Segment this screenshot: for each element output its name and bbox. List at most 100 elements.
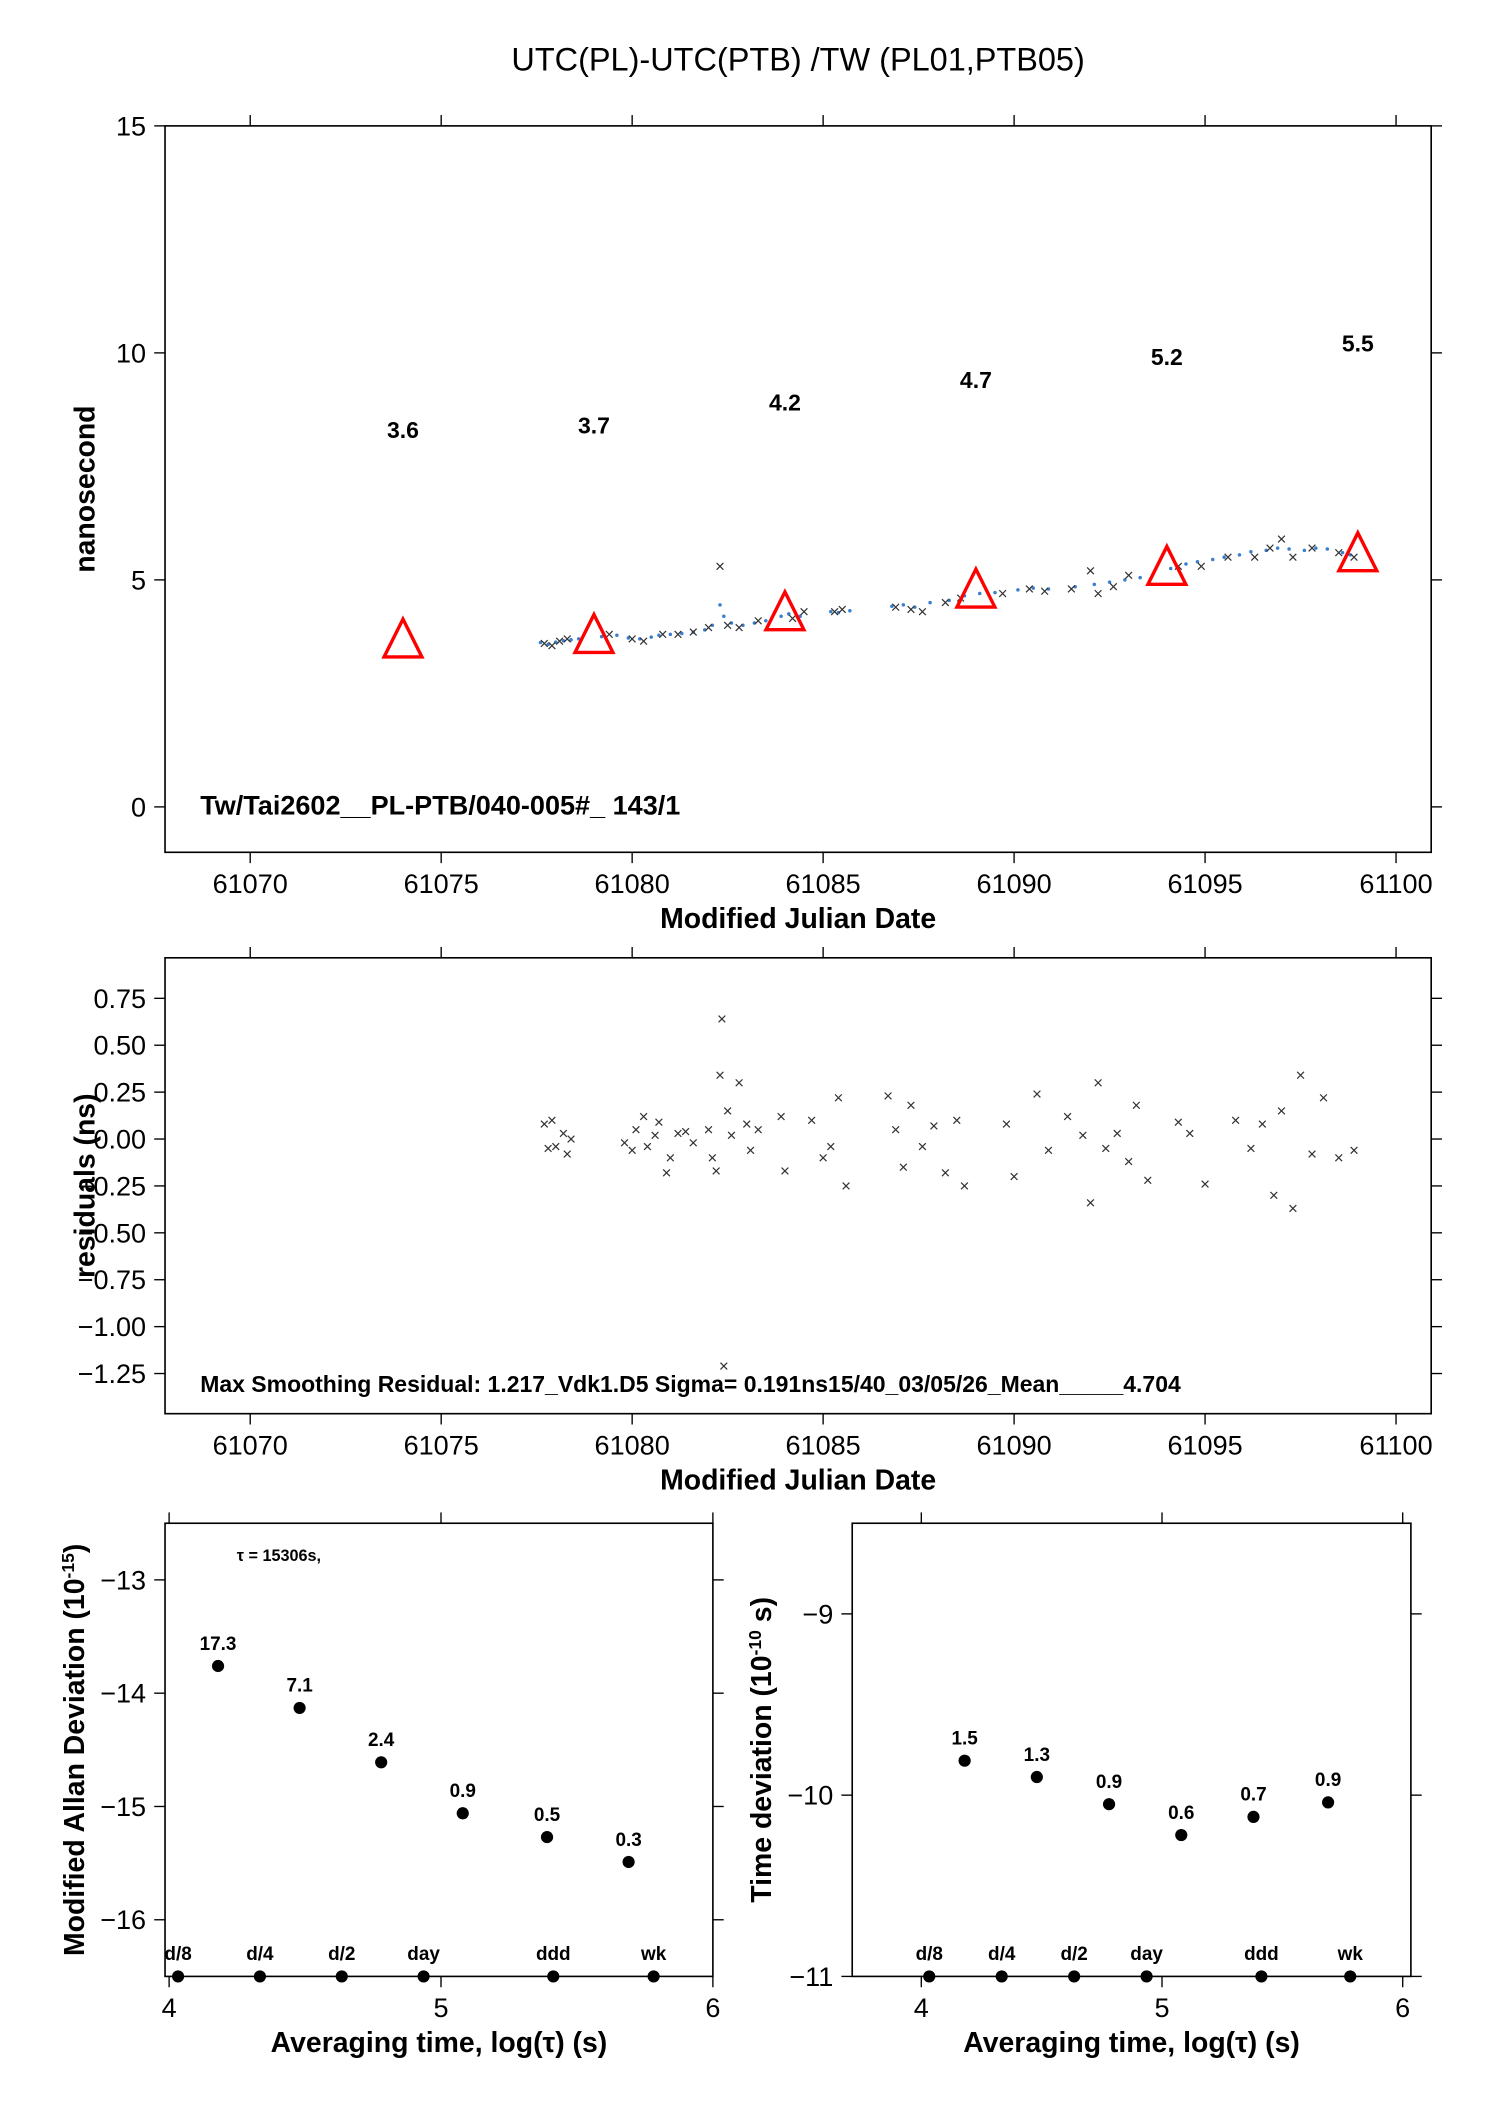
- data-point: [658, 630, 667, 639]
- data-point: [599, 634, 604, 639]
- x-tick-label: 61075: [404, 1430, 479, 1460]
- data-point: [563, 1150, 572, 1158]
- point-label: 0.9: [1315, 1770, 1341, 1791]
- data-point: [1031, 586, 1035, 590]
- data-point: [1325, 547, 1330, 551]
- data-point: [834, 1093, 843, 1102]
- data-point: [1124, 1157, 1133, 1166]
- data-point: [800, 607, 808, 616]
- point-label: 0.9: [1096, 1772, 1122, 1793]
- y-tick-label: −0.75: [78, 1265, 146, 1295]
- x-axis-title: Averaging time, log(τ) (s): [963, 2027, 1300, 2059]
- data-point: [253, 1970, 267, 1983]
- data-point: [1025, 585, 1034, 593]
- panel: UTC(PL)-UTC(PTB) /TW (PL01,PTB05) 61070 61…: [70, 41, 1443, 935]
- data-point: [1322, 1796, 1335, 1809]
- point-label: wk: [640, 1944, 667, 1965]
- data-point: [1067, 585, 1076, 593]
- data-point: [544, 1144, 552, 1153]
- x-tick-label: 61090: [976, 1430, 1051, 1460]
- data-point: [960, 1182, 969, 1190]
- panel: 61070 61075 61080 61085 61090 61095 61100 0.75 0…: [70, 946, 1443, 1496]
- data-point: [657, 633, 661, 638]
- y-axis-title-part: Time deviation (10: [746, 1656, 778, 1903]
- y-tick-label: 0.25: [93, 1078, 146, 1108]
- data-point: [907, 1101, 915, 1110]
- data-point: [1016, 588, 1020, 592]
- point-label: d/4: [246, 1944, 274, 1965]
- y-axis-title-part: s): [746, 1597, 778, 1630]
- data-point: [1185, 1129, 1194, 1138]
- annotation: Tw/Tai2602__PL-PTB/040-005#_ 143/1: [200, 790, 680, 820]
- data-point: [1063, 1112, 1072, 1121]
- data-point: [1247, 1810, 1260, 1823]
- point-label: 0.7: [1240, 1785, 1266, 1806]
- data-point: [1175, 1828, 1188, 1842]
- data-point: [1314, 546, 1318, 550]
- data-point: [628, 635, 636, 643]
- data-point: [674, 1129, 682, 1138]
- point-label: day: [1130, 1944, 1163, 1965]
- x-tick-label: 61100: [1359, 869, 1432, 899]
- data-point: [1145, 542, 1189, 587]
- data-point: [1255, 1970, 1268, 1983]
- data-point: [1302, 548, 1307, 553]
- point-label: d/8: [164, 1944, 191, 1965]
- data-point: [890, 604, 894, 608]
- data-point: [689, 1138, 698, 1147]
- data-point: [995, 1970, 1008, 1983]
- x-tick-label: 61080: [595, 1430, 670, 1460]
- point-label: d/4: [988, 1944, 1016, 1965]
- data-point: [689, 628, 698, 636]
- data-point: [781, 1167, 789, 1175]
- data-point: [746, 1146, 755, 1155]
- data-point: [538, 640, 543, 645]
- data-point: [1113, 1129, 1122, 1138]
- data-point: [548, 641, 556, 650]
- data-point: [666, 1153, 675, 1162]
- data-point: [1040, 587, 1049, 596]
- data-point: [907, 605, 915, 614]
- data-point: [928, 600, 932, 605]
- data-point: [622, 1855, 635, 1869]
- data-point: [381, 615, 425, 659]
- data-point: [605, 630, 614, 639]
- value-label: 3.7: [578, 412, 610, 438]
- y-axis-title: Time deviation (10-10 s): [745, 1597, 778, 1903]
- y-axis-title-part: nanosecond: [70, 405, 102, 572]
- plot-frame: [164, 125, 1432, 854]
- data-point: [626, 636, 631, 640]
- y-tick-label: −11: [789, 1962, 833, 1992]
- data-point: [1275, 546, 1280, 550]
- data-point: [1094, 589, 1102, 598]
- data-point: [1266, 544, 1274, 552]
- data-point: [723, 1107, 732, 1115]
- data-point: [954, 565, 998, 609]
- x-tick-label: 61095: [1167, 869, 1242, 899]
- data-point: [819, 1153, 827, 1162]
- x-tick-label: 61090: [976, 869, 1051, 899]
- data-point: [763, 588, 807, 632]
- data-point: [1277, 535, 1286, 543]
- panel: 4 5 6 −9 −10 −11 Averaging time, log(τ) (s) Tim…: [745, 1512, 1422, 2059]
- x-tick-label: 5: [1154, 1993, 1169, 2023]
- data-point: [548, 1116, 556, 1125]
- data-point: [1102, 1798, 1116, 1811]
- data-point: [712, 1167, 720, 1175]
- y-tick-label: −14: [100, 1679, 146, 1709]
- data-point: [1258, 1120, 1267, 1128]
- point-label: 0.3: [615, 1830, 641, 1851]
- data-point: [1197, 562, 1206, 571]
- data-point: [572, 610, 616, 655]
- y-axis-title: Modified Allan Deviation (10-15): [58, 1544, 91, 1956]
- data-point: [923, 1970, 936, 1983]
- point-label: 0.6: [1168, 1803, 1194, 1824]
- value-label: 5.2: [1151, 344, 1183, 370]
- data-point: [718, 603, 722, 607]
- y-tick-label: 0: [131, 792, 146, 822]
- data-point: [998, 589, 1007, 598]
- data-point: [1344, 1970, 1357, 1983]
- y-tick-label: 0.75: [93, 984, 146, 1014]
- data-point: [1289, 1204, 1297, 1213]
- data-point: [662, 1168, 671, 1177]
